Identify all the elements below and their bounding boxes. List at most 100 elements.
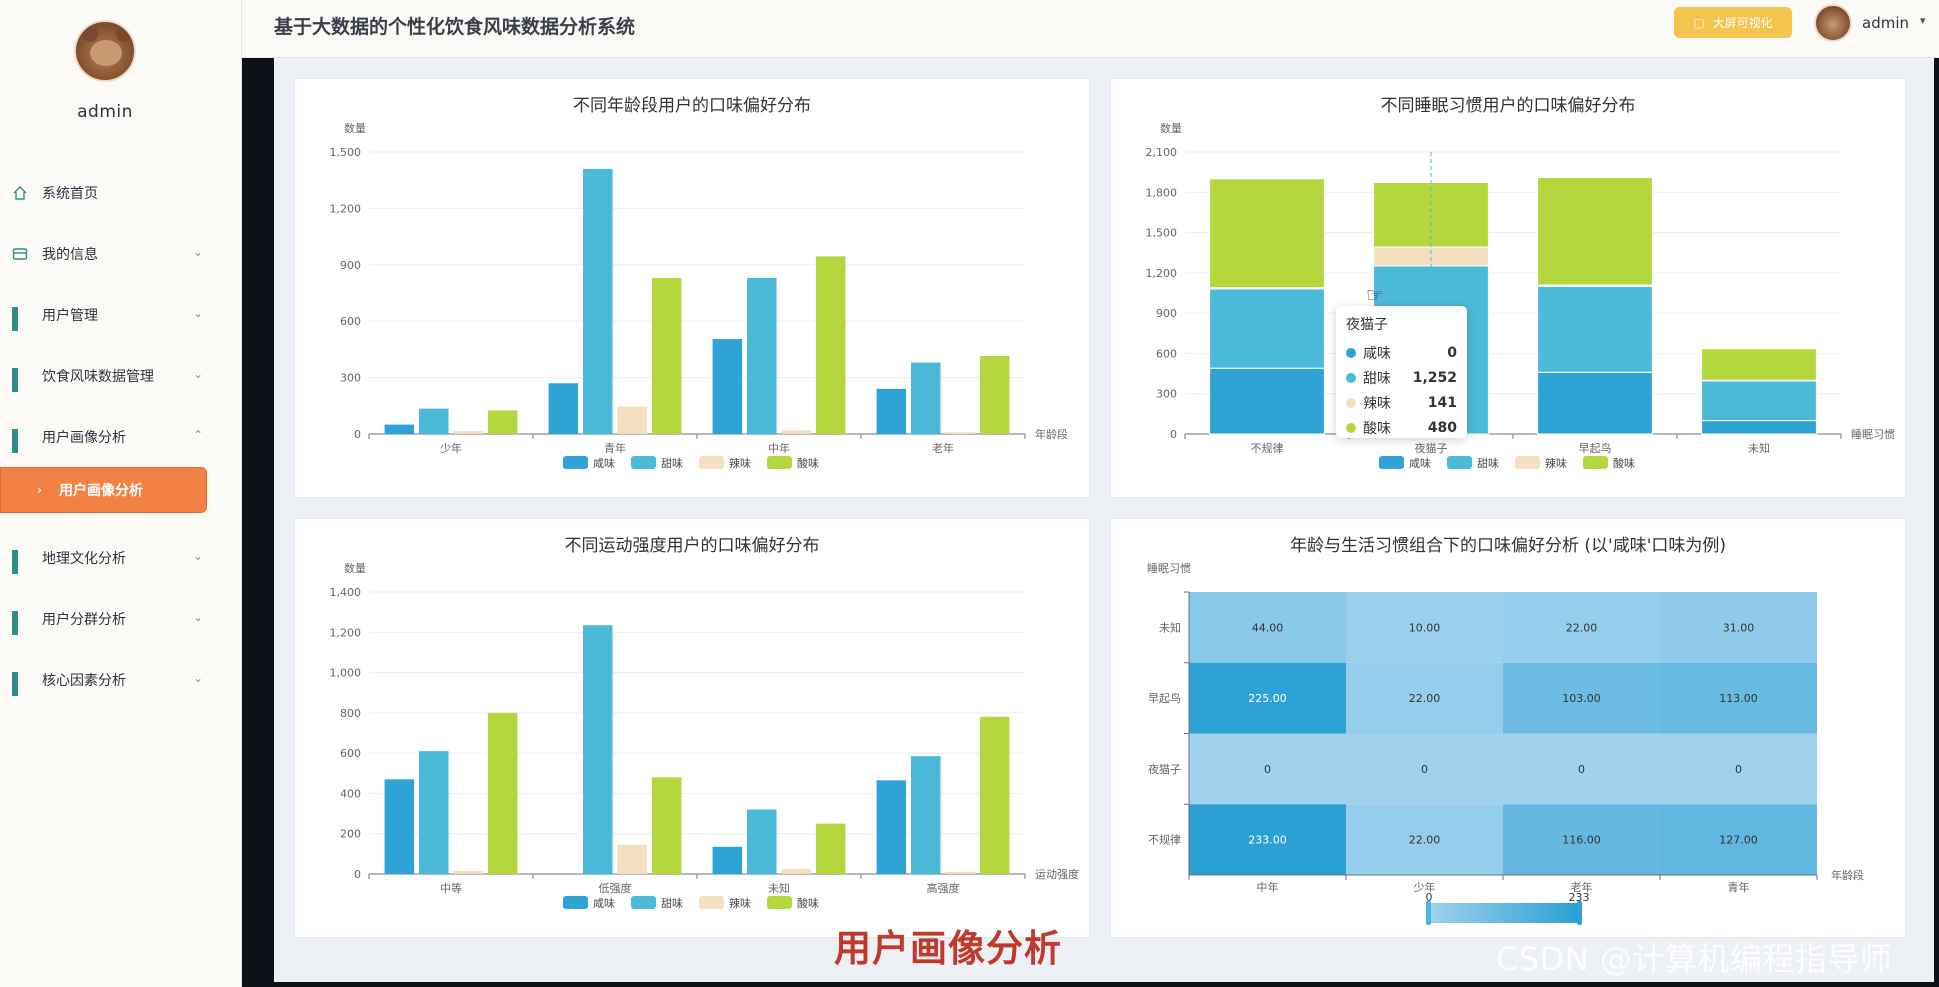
chevron-down-icon: ⌄ [192,549,203,563]
bar-咸味 [1537,371,1653,435]
y-tick-label: 1,200 [330,202,362,215]
tooltip-series: 酸味 [1363,420,1391,437]
chevron-down-icon: ⌄ [192,367,203,381]
legend-label: 酸味 [1613,456,1635,470]
y-tick-label: 1,000 [330,667,362,680]
heatmap-cell [1346,662,1503,734]
y-tick-label: 300 [340,372,361,385]
sidebar-item-user-management[interactable]: 用户管理 ⌄ [0,292,225,338]
heatmap-cell-label: 10.00 [1409,621,1441,634]
bar-酸味 [651,777,682,874]
chevron-down-icon: ⌄ [192,671,203,685]
bar-辣味 [945,871,975,874]
chart-card-exercise: 不同运动强度用户的口味偏好分布 数量 0 200 400 600 800 1,000 1,20… [294,518,1090,938]
heatmap-cell-label: 22.00 [1409,692,1441,705]
heatmap-cell [1503,804,1660,875]
legend-label: 甜味 [1477,457,1499,470]
x-tick-label: 早起鸟 [1579,441,1612,455]
sidebar-item-home[interactable]: 系统首页 [0,170,225,216]
sidebar-item-label: 系统首页 [42,186,98,202]
heatmap-cell [1660,804,1817,875]
bar-酸味 [1537,177,1653,286]
dashboard-content: 不同年龄段用户的口味偏好分布 数量 0 300 600 900 1,200 1,500 年龄段… [274,58,1934,982]
y-tick-label: 夜猫子 [1148,762,1181,776]
heatmap-cell-label: 22.00 [1409,834,1441,847]
sidebar-item-profile[interactable]: 我的信息 ⌄ [0,231,225,277]
big-screen-button-label: 大屏可视化 [1712,16,1773,30]
legend-dot-icon [1346,347,1356,358]
header-username[interactable]: admin [1862,14,1909,32]
tooltip-value: 480 [1427,419,1457,436]
bar-酸味 [487,410,518,434]
x-tick-label: 不规律 [1251,441,1284,455]
bar-甜味 [1701,380,1817,422]
bar-咸味 [1701,420,1817,435]
tooltip-row: 咸味 0 [1346,340,1457,365]
legend-swatch [1447,456,1472,469]
big-screen-button[interactable]: ▢ 大屏可视化 [1674,7,1792,38]
y-tick-label: 1,500 [330,146,362,159]
tooltip-value: 141 [1427,394,1457,411]
tooltip-value: 0 [1447,344,1457,361]
heatmap-cell-label: 0 [1578,763,1585,776]
x-axis-label: 年龄段 [1035,427,1068,441]
bar-甜味 [911,756,941,874]
header-avatar[interactable] [1814,4,1852,42]
heatmap-cell [1189,733,1346,805]
y-tick-label: 400 [340,787,361,800]
chevron-down-icon: ⌄ [192,245,203,259]
sidebar-item-core-factors[interactable]: 核心因素分析 ⌄ [0,657,225,703]
bar-咸味 [712,846,743,874]
bar-甜味 [419,408,449,434]
y-tick-label: 早起鸟 [1148,691,1181,705]
tooltip-series: 甜味 [1363,370,1391,387]
sidebar-item-label: 我的信息 [42,247,98,263]
legend-swatch [767,456,792,469]
bar-酸味 [1701,348,1817,381]
legend-label: 辣味 [729,896,751,910]
visual-map-bar [1429,903,1579,923]
x-tick-label: 中年 [768,441,790,455]
chart-title: 不同运动强度用户的口味偏好分布 [564,536,820,556]
chevron-down-icon[interactable]: ▾ [1920,14,1926,27]
legend-swatch [631,896,656,909]
page-title: 基于大数据的个性化饮食风味数据分析系统 [274,16,636,38]
monitor-icon: ▢ [1693,15,1705,30]
heatmap-cell-label: 103.00 [1562,692,1601,705]
sidebar-menu: 系统首页 我的信息 ⌄ 用户管理 ⌄ 饮食风味数据管理 ⌄ 用户画像分析 ⌃ [0,170,225,718]
bar-甜味 [583,168,613,435]
sidebar-item-flavor-data[interactable]: 饮食风味数据管理 ⌄ [0,353,225,399]
sidebar-item-label: 用户画像分析 [42,430,126,446]
grid-icon [12,307,28,331]
chart-title: 不同年龄段用户的口味偏好分布 [573,96,811,116]
avatar[interactable] [74,20,136,82]
y-tick-label: 800 [340,707,361,720]
sidebar-subitem-user-portrait[interactable]: › 用户画像分析 [0,467,207,513]
sidebar-item-geo-culture[interactable]: 地理文化分析 ⌄ [0,535,225,581]
visual-map-max-label: 233 [1569,891,1590,904]
y-axis-label: 数量 [1160,122,1182,135]
grid-icon [12,611,28,635]
y-tick-label: 900 [1156,307,1177,320]
sidebar-item-clustering[interactable]: 用户分群分析 ⌄ [0,596,225,642]
sidebar-item-user-portrait[interactable]: 用户画像分析 ⌃ [0,414,225,460]
bar-辣味 [781,430,811,434]
bar-酸味 [979,355,1010,434]
heatmap-cell [1503,592,1660,663]
x-tick-label: 老年 [1571,880,1593,894]
mouse-cursor-icon: ☞ [1366,283,1384,307]
bar-酸味 [1209,178,1325,289]
x-tick-label: 青年 [604,441,626,455]
heatmap-cell [1660,592,1817,663]
heatmap-cell [1660,662,1817,734]
heatmap-cell-label: 225.00 [1248,692,1287,705]
heatmap-cell [1503,733,1660,805]
bar-咸味 [876,388,907,434]
grid-icon [12,429,28,453]
heatmap-cell-label: 116.00 [1562,834,1601,847]
heatmap-cell-label: 22.00 [1566,621,1598,634]
